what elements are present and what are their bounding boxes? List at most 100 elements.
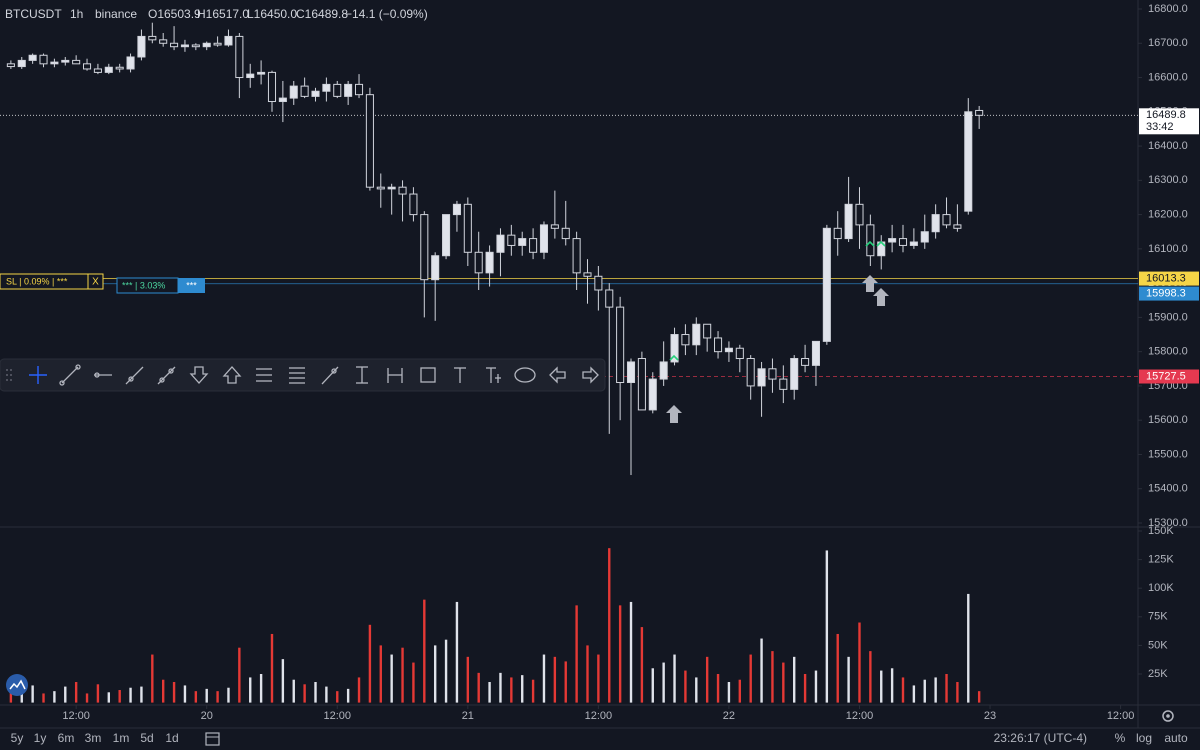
tool-ellipse[interactable] [514,367,536,383]
volume-bar [357,677,361,703]
tool-arrow-up[interactable] [222,366,242,384]
logo[interactable] [6,674,28,696]
candle-body [180,44,189,48]
range-button[interactable]: 1d [165,731,178,745]
candle-body [93,68,102,73]
x-tick-label: 12:00 [324,710,352,722]
tool-parallel-channel[interactable] [256,368,272,382]
range-button[interactable]: 5y [11,731,24,745]
volume-bar [303,684,306,703]
y-tick-label: 15400.0 [1148,483,1188,495]
volume-bar [923,679,926,703]
tool-rectangle[interactable] [420,367,436,383]
volume-bar [967,593,970,703]
volume-bar [749,654,752,703]
candle-body [387,186,396,190]
calendar[interactable] [205,732,220,746]
tool-text[interactable] [454,367,466,383]
candle-body [28,54,37,61]
price-label-box [1139,369,1199,384]
signal-arrows [666,275,889,423]
volume-bar [9,691,13,703]
tool-extended-line[interactable] [157,366,176,385]
tool-crosshair[interactable] [29,366,47,384]
arrow-up [862,275,878,292]
volume-bar [216,691,219,703]
interval[interactable]: 1h [70,7,83,21]
volume-bar [640,627,644,703]
range-button[interactable]: 1m [113,731,130,745]
tool-undo[interactable] [549,366,566,384]
exchange: binance [95,7,137,21]
legend-open: O16503.9 [148,7,201,21]
candle-body [529,238,538,253]
log-toggle[interactable]: log [1136,731,1152,745]
volume-bar [553,656,557,703]
range-button[interactable]: 3m [85,731,102,745]
volume-bar [880,670,883,703]
range-button[interactable]: 1y [34,731,47,745]
settings[interactable] [1162,710,1174,722]
volume-tick-label: 125K [1148,554,1174,566]
candle-body [322,83,331,92]
countdown: 33:42 [1146,121,1174,133]
toolbar-bg [0,358,606,392]
candle-body [931,214,940,233]
candle-body [354,83,364,96]
tool-brush[interactable] [321,366,339,385]
candle-body [267,71,277,103]
y-tick-label: 16600.0 [1148,71,1188,83]
legend-change: −14.1 (−0.09%) [345,7,428,21]
close-button[interactable] [87,273,104,290]
x-tick-label: 20 [201,710,213,722]
candle-body [703,323,712,339]
candle-body [61,59,70,63]
volume-bar [934,677,937,703]
candle-body [811,340,821,366]
auto-toggle[interactable]: auto [1164,731,1188,745]
tool-date-range[interactable] [387,368,403,383]
range-button[interactable]: 5d [140,731,153,745]
tool-ray[interactable] [125,366,144,385]
tool-redo[interactable] [582,366,599,384]
candle-body [50,61,59,65]
tool-arrow-down[interactable] [189,366,209,384]
volume-bar [575,605,578,703]
tool-trendline[interactable] [59,364,81,386]
volume-bar [336,691,339,703]
volume-bar [771,651,774,703]
volume-bar [423,599,426,703]
candle-body [202,42,211,48]
volume-bar [912,685,916,703]
volume-bar [183,685,187,703]
y-tick-label: 15500.0 [1148,448,1188,460]
percent-toggle[interactable]: % [1115,731,1126,745]
candle-body [888,238,897,243]
target-tag-box[interactable] [178,278,205,293]
legend-low: L16450.0 [247,7,297,21]
candle-body [768,368,777,380]
candle-body [637,358,646,411]
volume-bar [793,656,796,703]
x-tick-label: 22 [723,710,735,722]
volume-tick-label: 25K [1148,668,1168,680]
candle-body [409,193,418,216]
candle-body [398,186,407,195]
tool-note[interactable] [486,367,501,383]
volume-bar [814,670,818,703]
tool-price-range[interactable] [356,366,368,384]
volume-bar [325,686,328,703]
range-button[interactable]: 6m [58,731,75,745]
close-label: X [92,277,99,288]
axes: 15300.015400.015500.015600.015700.015800… [62,3,1199,722]
volume-bar [586,645,589,703]
candle-body [420,214,429,281]
volume-bar [618,605,622,703]
tool-horizontal-ray[interactable] [94,372,112,378]
volume-bar [825,550,829,703]
candle-body [148,35,157,41]
candle-body [137,35,146,58]
symbol[interactable]: BTCUSDT [5,7,62,21]
tool-fib[interactable] [289,367,305,384]
y-tick-label: 15300.0 [1148,517,1188,529]
